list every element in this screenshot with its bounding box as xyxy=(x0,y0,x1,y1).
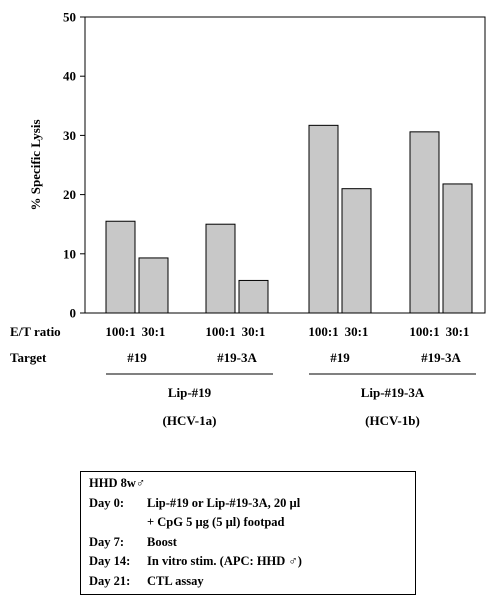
y-tick-label: 20 xyxy=(63,187,76,202)
y-tick-label: 50 xyxy=(63,10,76,25)
immunization-label: Lip-#19 xyxy=(168,385,212,400)
bar xyxy=(206,224,235,313)
protocol-text: CTL assay xyxy=(147,574,204,589)
protocol-header-row: HHD 8w♂ xyxy=(89,476,407,496)
y-axis-label: % Specific Lysis xyxy=(28,119,43,210)
bar xyxy=(239,280,268,313)
protocol-row: Day 0: Lip-#19 or Lip-#19-3A, 20 µl xyxy=(89,496,407,516)
bar xyxy=(410,132,439,313)
protocol-text: Lip-#19 or Lip-#19-3A, 20 µl xyxy=(147,496,300,511)
protocol-text: + CpG 5 µg (5 µl) footpad xyxy=(147,515,285,530)
strain-label: (HCV-1a) xyxy=(163,413,217,428)
bar xyxy=(342,189,371,313)
protocol-text: In vitro stim. (APC: HHD ♂) xyxy=(147,554,302,569)
strain-label: (HCV-1b) xyxy=(365,413,420,428)
y-tick-label: 40 xyxy=(63,69,76,84)
bar xyxy=(309,125,338,313)
protocol-day: Day 7: xyxy=(89,535,124,550)
et-ratio-label: 30:1 xyxy=(345,324,369,339)
protocol-row: Day 7: Boost xyxy=(89,535,407,555)
immunization-label: Lip-#19-3A xyxy=(361,385,425,400)
target-label: #19 xyxy=(330,350,350,365)
protocol-day: Day 0: xyxy=(89,496,124,511)
y-axis: 0 10 20 30 40 50 xyxy=(63,10,85,321)
et-ratio-label: 100:1 xyxy=(205,324,235,339)
protocol-text: Boost xyxy=(147,535,177,550)
protocol-row: Day 14: In vitro stim. (APC: HHD ♂) xyxy=(89,554,407,574)
et-ratio-label: 100:1 xyxy=(105,324,135,339)
et-ratio-label: 100:1 xyxy=(308,324,338,339)
chart: 0 10 20 30 40 50 % Specific Lysis E/T ratio T… xyxy=(0,0,504,470)
bars xyxy=(106,125,472,313)
et-ratio-label: 30:1 xyxy=(242,324,266,339)
et-ratio-label: 100:1 xyxy=(409,324,439,339)
target-label: #19-3A xyxy=(217,350,257,365)
protocol-row: + CpG 5 µg (5 µl) footpad xyxy=(89,515,407,535)
bar xyxy=(139,258,168,313)
target-label: #19-3A xyxy=(421,350,461,365)
bar xyxy=(106,221,135,313)
target-row-label: Target xyxy=(10,350,47,365)
et-ratio-row-label: E/T ratio xyxy=(10,324,61,339)
et-ratio-label: 30:1 xyxy=(142,324,166,339)
protocol-box: HHD 8w♂ Day 0: Lip-#19 or Lip-#19-3A, 20… xyxy=(80,471,416,595)
protocol-header: HHD 8w♂ xyxy=(89,476,145,491)
protocol-day: Day 21: xyxy=(89,574,130,589)
y-tick-label: 30 xyxy=(63,128,76,143)
et-ratio-label: 30:1 xyxy=(446,324,470,339)
target-label: #19 xyxy=(127,350,147,365)
y-tick-label: 0 xyxy=(70,306,77,321)
y-tick-label: 10 xyxy=(63,246,76,261)
bar xyxy=(443,184,472,313)
x-axis-labels: 100:1 30:1 #19 100:1 30:1 #19-3A 100:1 30:1 #19 1… xyxy=(105,324,476,428)
protocol-row: Day 21: CTL assay xyxy=(89,574,407,594)
protocol-day: Day 14: xyxy=(89,554,130,569)
